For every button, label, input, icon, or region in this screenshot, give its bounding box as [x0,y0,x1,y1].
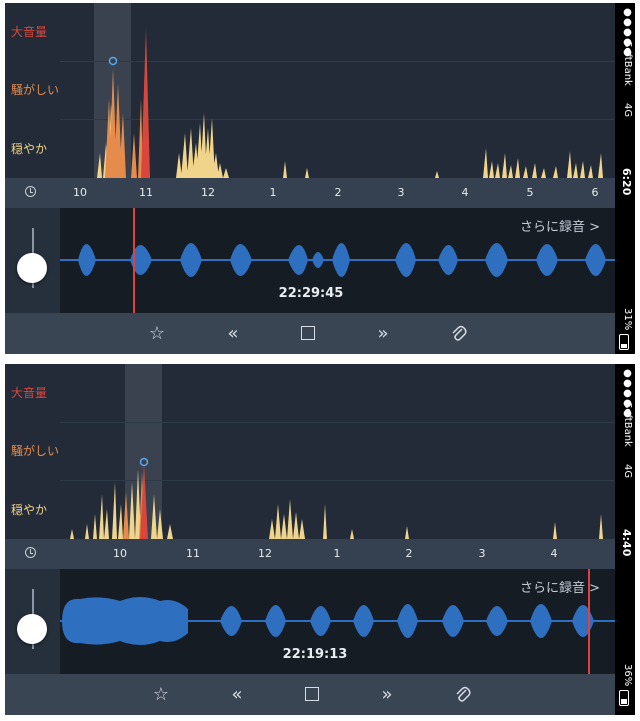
timeline-label: 12 [201,186,215,199]
timeline-label: 6 [591,186,599,199]
paperclip-icon [452,325,467,341]
volume-control [5,208,60,313]
sound-bars [97,28,603,178]
volume-slider-knob[interactable] [17,614,47,644]
gridline [60,61,615,62]
timeline-label: 12 [258,547,272,560]
battery-percent: 36% [622,664,633,687]
timeline-label: 11 [186,547,200,560]
status-bar: ●●●●● SoftBank 4G 6:20 31% [615,3,635,354]
level-label-loud: 大音量 [11,386,48,400]
battery-icon [619,690,629,706]
fast-forward-icon: » [377,322,389,344]
rewind-button[interactable]: « [223,681,251,707]
battery-percent: 31% [622,308,633,331]
status-bar: ●●●●● SoftBank 4G 4:40 36% [615,364,635,715]
waveform [60,597,615,645]
network-label: 4G [622,464,633,479]
fast-forward-button[interactable]: » [373,681,401,707]
timeline-label: 4 [461,186,469,199]
carrier-label: SoftBank [622,41,633,86]
stop-button[interactable] [294,320,322,346]
attach-button[interactable] [449,681,477,707]
timeline-axis[interactable]: 10 11 12 1 2 3 4 [5,539,615,569]
stop-icon [301,326,315,340]
rewind-button[interactable]: « [219,320,247,346]
timeline-label: 1 [269,186,277,199]
stop-button[interactable] [298,681,326,707]
gridline [60,422,615,423]
volume-control [5,569,60,674]
fast-forward-icon: » [381,683,393,705]
sound-level-chart[interactable]: 大音量 騒がしい 穏やか [5,364,615,539]
volume-slider-knob[interactable] [17,253,47,283]
timeline-label: 4 [550,547,558,560]
gridline [60,119,615,120]
level-label-calm: 穏やか [11,503,48,517]
timeline-axis[interactable]: 10 11 12 1 2 3 4 5 6 [5,178,615,208]
timeline-label: 11 [139,186,153,199]
peak-marker [139,457,149,467]
waveform [60,243,615,277]
signal-strength-icon: ●●●●● [622,368,633,418]
level-label-loud: 大音量 [11,25,48,39]
stop-icon [305,687,319,701]
sound-level-chart[interactable]: 大音量 騒がしい 穏やか [5,3,615,178]
sleep-recorder-screen-2: 大音量 騒がしい 穏やか 10 11 12 1 2 3 4 [5,364,635,715]
attach-button[interactable] [445,320,473,346]
paperclip-icon [456,686,471,702]
timeline-label: 5 [526,186,534,199]
carrier-label: SoftBank [622,402,633,447]
playhead[interactable] [588,569,590,674]
timeline-label: 1 [333,547,341,560]
waveform-view[interactable]: さらに録音 > 22:29:45 [60,208,615,313]
network-label: 4G [622,103,633,118]
rewind-icon: « [227,322,239,344]
timeline-label: 10 [73,186,87,199]
more-recording-link[interactable]: さらに録音 > [519,581,600,596]
timeline-label: 3 [478,547,486,560]
playback-timecode: 22:29:45 [278,286,344,301]
battery-icon [619,334,629,350]
timeline-label: 2 [334,186,342,199]
rewind-icon: « [231,683,243,705]
star-icon: ☆ [148,322,166,344]
timeline-label: 10 [113,547,127,560]
fast-forward-button[interactable]: » [369,320,397,346]
sleep-recorder-screen-1: 大音量 騒がしい 穏やか 10 11 12 1 2 3 4 5 [5,3,635,354]
waveform-view[interactable]: さらに録音 > 22:19:13 [60,569,615,674]
peak-marker [108,56,118,66]
status-time: 4:40 [620,529,633,557]
gridline [60,480,615,481]
timeline-label: 2 [405,547,413,560]
clock-icon [25,547,36,558]
playhead[interactable] [133,208,135,313]
star-icon: ☆ [152,683,170,705]
level-label-noisy: 騒がしい [11,444,60,458]
sound-bars [70,457,603,539]
level-label-calm: 穏やか [11,142,48,156]
timeline-label: 3 [397,186,405,199]
status-time: 6:20 [620,168,633,196]
playback-timecode: 22:19:13 [282,647,348,662]
signal-strength-icon: ●●●●● [622,7,633,57]
level-label-noisy: 騒がしい [11,83,60,97]
more-recording-link[interactable]: さらに録音 > [519,220,600,235]
clock-icon [25,186,36,197]
playback-toolbar: ☆ « » [5,674,615,715]
favorite-button[interactable]: ☆ [147,681,175,707]
favorite-button[interactable]: ☆ [143,320,171,346]
playback-toolbar: ☆ « » [5,313,615,354]
